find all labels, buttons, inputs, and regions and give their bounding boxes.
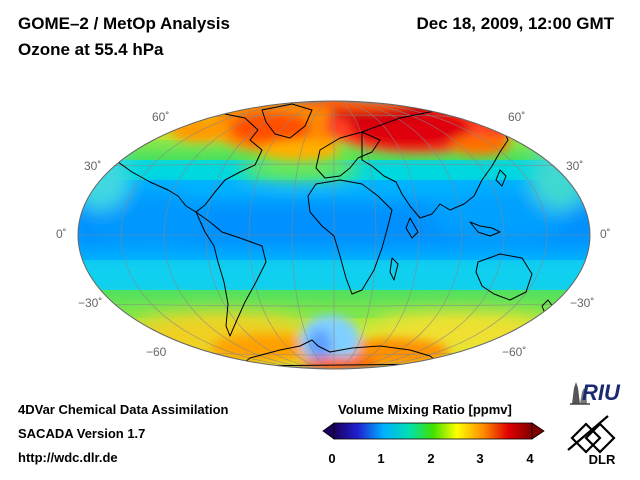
map-frame: [77, 100, 591, 370]
lat-label-60n-left: 60˚: [152, 110, 170, 124]
colorbar-min-arrow: [322, 422, 335, 440]
riu-logo-text: RIU: [582, 380, 621, 405]
graticule: [78, 101, 590, 369]
lat-label-30n-right: 30˚: [566, 159, 584, 173]
colorbar-max-arrow: [531, 422, 545, 440]
lat-label-30s-right: −30˚: [570, 296, 595, 310]
colorbar-title: Volume Mixing Ratio [ppmv]: [338, 402, 512, 417]
lat-label-30n-left: 30˚: [84, 159, 102, 173]
lat-label-0-right: 0˚: [600, 227, 611, 241]
lat-label-30s-left: −30˚: [78, 296, 103, 310]
lat-label-60s-left: −60: [146, 345, 167, 359]
analysis-datetime: Dec 18, 2009, 12:00 GMT: [416, 14, 614, 33]
dlr-logo-text: DLR: [589, 452, 616, 466]
colorbar-tick: 2: [427, 451, 435, 466]
riu-logo: RIU: [570, 380, 621, 405]
colorbar-tick: 4: [526, 451, 534, 466]
lat-label-60s-right: −60˚: [502, 345, 527, 359]
footer-version: SACADA Version 1.7: [18, 426, 146, 441]
dlr-logo: DLR: [567, 415, 616, 466]
footer-method: 4DVar Chemical Data Assimilation: [18, 402, 229, 417]
ozone-field: [78, 101, 590, 369]
colorbar-gradient: [333, 422, 533, 440]
colorbar-tick: 0: [328, 451, 336, 466]
lat-label-60n-right: 60˚: [508, 110, 526, 124]
colorbar-tick: 3: [476, 451, 484, 466]
lat-label-0-left: 0˚: [56, 227, 67, 241]
map-title: GOME–2 / MetOp Analysis: [18, 14, 230, 33]
footer-url: http://wdc.dlr.de: [18, 450, 118, 465]
map-subtitle: Ozone at 55.4 hPa: [18, 40, 164, 59]
colorbar-tick: 1: [377, 451, 385, 466]
colorbar: [322, 422, 545, 440]
